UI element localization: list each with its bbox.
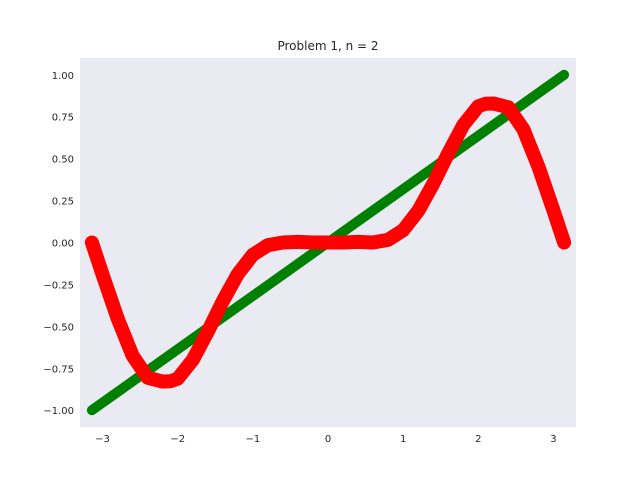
data-point — [172, 373, 184, 385]
data-point — [247, 249, 259, 261]
data-point — [412, 205, 424, 217]
data-point — [112, 312, 123, 324]
data-point — [487, 98, 499, 109]
data-point — [127, 350, 138, 362]
data-point — [307, 237, 319, 248]
data-point — [397, 224, 409, 236]
y-tick-label: −0.25 — [43, 280, 74, 291]
data-point — [457, 119, 469, 131]
y-tick-label: −0.50 — [43, 322, 74, 333]
data-point — [292, 236, 304, 248]
data-point — [165, 375, 177, 387]
y-tick-label: 0.00 — [52, 239, 74, 250]
x-tick-label: −2 — [170, 434, 185, 445]
data-point — [442, 147, 454, 159]
x-tick-label: −3 — [95, 434, 110, 445]
x-axis: −3 −2 −1 0 1 2 3 — [95, 434, 556, 445]
data-point — [502, 101, 514, 113]
y-tick-label: −0.75 — [43, 364, 74, 375]
data-point — [277, 237, 289, 248]
x-tick-label: 1 — [400, 434, 406, 445]
y-tick-label: 0.75 — [52, 113, 74, 124]
y-tick-label: 0.25 — [52, 197, 74, 208]
data-point — [202, 326, 214, 338]
x-tick-label: 2 — [475, 434, 481, 445]
data-point — [548, 205, 559, 216]
series-layer — [84, 69, 572, 416]
data-point — [322, 237, 334, 248]
data-point — [382, 234, 394, 246]
x-tick-label: 3 — [550, 434, 556, 445]
chart-title: Problem 1, n = 2 — [277, 39, 378, 53]
data-point — [367, 237, 379, 248]
data-point — [232, 268, 244, 280]
data-point — [262, 239, 274, 251]
x-tick-label: −1 — [245, 434, 260, 445]
data-point — [217, 295, 229, 307]
y-tick-label: 0.50 — [52, 155, 74, 166]
y-axis: −1.00 −0.75 −0.50 −0.25 0.00 0.25 0.50 0.75 1.00 — [43, 71, 74, 417]
data-point — [86, 237, 98, 248]
y-tick-label: −1.00 — [43, 406, 74, 417]
data-point — [337, 237, 349, 248]
data-point — [518, 123, 529, 135]
data-point — [142, 372, 154, 384]
data-point — [558, 237, 570, 248]
data-point — [533, 161, 544, 173]
data-point — [427, 178, 439, 190]
data-point — [472, 100, 484, 112]
x-tick-label: 0 — [325, 434, 331, 445]
data-point — [187, 354, 199, 366]
data-point — [97, 269, 108, 280]
data-point — [352, 236, 364, 248]
series-1 — [84, 96, 572, 389]
y-tick-label: 1.00 — [52, 71, 74, 82]
